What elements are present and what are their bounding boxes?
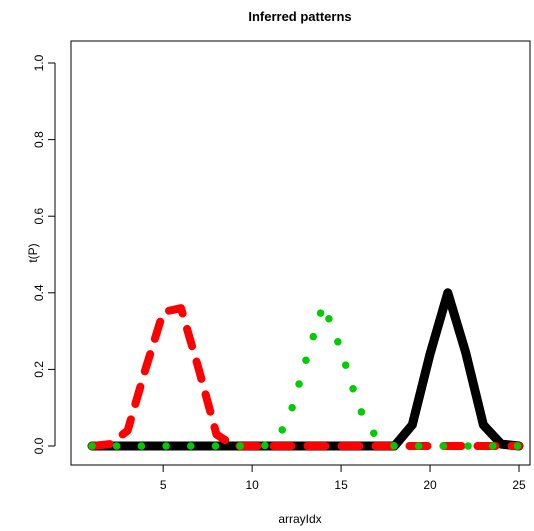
chart-title: Inferred patterns xyxy=(248,9,351,24)
x-axis-label: arrayIdx xyxy=(278,512,321,526)
series-line-solid xyxy=(87,288,524,451)
y-tick-label: 1.0 xyxy=(32,54,46,71)
y-axis-label: t(P) xyxy=(26,243,40,262)
series-line-dashed xyxy=(88,304,523,450)
x-tick-label: 15 xyxy=(334,478,348,492)
y-tick-label: 0.2 xyxy=(32,361,46,378)
x-tick-label: 5 xyxy=(160,478,167,492)
series-line-dotted xyxy=(88,300,523,450)
x-tick-label: 10 xyxy=(245,478,259,492)
y-axis: 0.0 0.2 0.4 0.6 0.8 1.0 xyxy=(32,54,56,454)
x-tick-label: 20 xyxy=(423,478,437,492)
y-tick-label: 0.4 xyxy=(32,284,46,301)
y-tick-label: 0.6 xyxy=(32,208,46,225)
series-layer xyxy=(87,288,524,451)
y-tick-label: 0.8 xyxy=(32,131,46,148)
x-tick-label: 25 xyxy=(512,478,526,492)
x-axis: 5 10 15 20 25 xyxy=(160,464,526,492)
y-tick-label: 0.0 xyxy=(32,437,46,454)
